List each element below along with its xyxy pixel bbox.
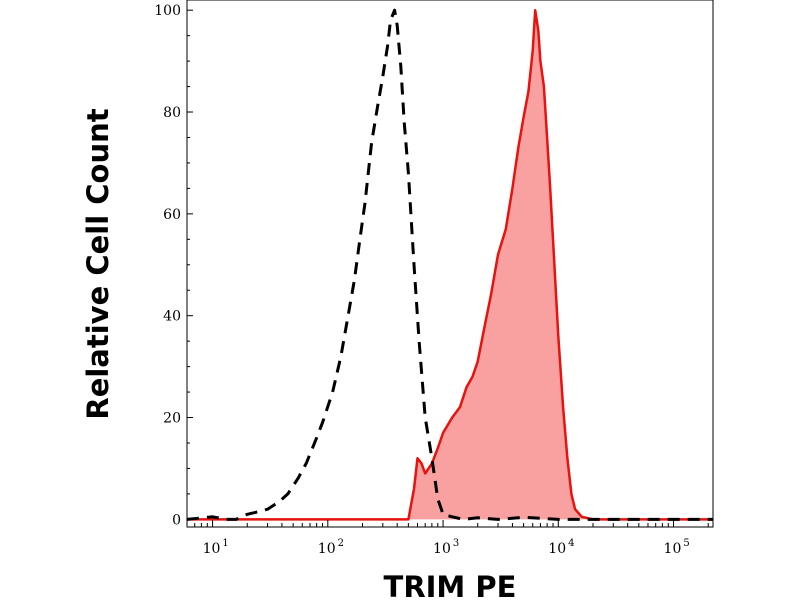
histogram-outline-stained — [187, 8, 713, 521]
series-layer — [186, 8, 713, 521]
x-axis-label: TRIM PE — [384, 570, 517, 600]
x-tick-label: 10 1 — [203, 538, 229, 557]
x-tick-label: 10 2 — [318, 538, 344, 557]
y-tick-label: 40 — [163, 309, 181, 325]
plot-frame — [186, 0, 714, 528]
y-tick-label: 20 — [163, 411, 181, 427]
x-axis: 10 1 10 2 10 3 10 4 10 5 — [186, 520, 709, 557]
histogram-fill — [187, 10, 713, 520]
y-tick-label: 0 — [172, 512, 181, 528]
histogram-outline-control — [186, 8, 713, 521]
y-axis-label: Relative Cell Count — [81, 108, 115, 419]
y-tick-label: 60 — [163, 207, 181, 223]
y-tick-label: 80 — [163, 105, 181, 121]
y-axis: 0 20 40 60 80 100 — [154, 3, 193, 528]
x-tick-label: 10 5 — [664, 538, 690, 557]
x-tick-label: 10 3 — [433, 538, 459, 557]
y-tick-label: 100 — [154, 3, 181, 19]
x-tick-label: 10 4 — [548, 538, 574, 557]
